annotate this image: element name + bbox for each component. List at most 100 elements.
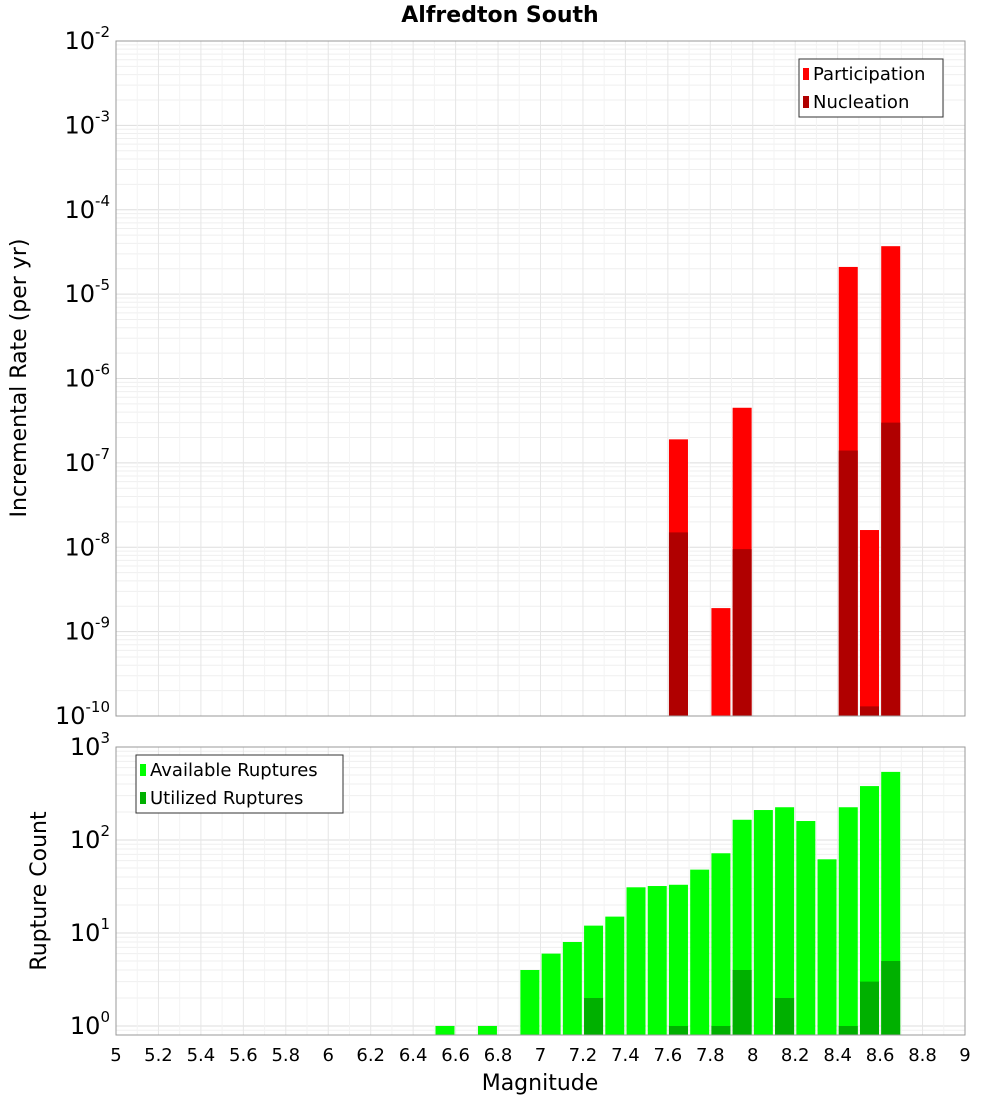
rate-bar-nucleation bbox=[881, 422, 901, 716]
count-legend-label: Available Ruptures bbox=[150, 760, 318, 781]
y-tick-base: 10 bbox=[64, 449, 95, 477]
rate-y-tick-label: 10-9 bbox=[64, 614, 110, 646]
count-bar-utilized-ruptures bbox=[584, 997, 604, 1035]
rate-legend-swatch bbox=[803, 68, 809, 80]
x-tick-label: 8.2 bbox=[781, 1045, 810, 1066]
count-legend-swatch bbox=[140, 764, 146, 776]
count-legend-swatch bbox=[140, 792, 146, 804]
y-tick-base: 10 bbox=[55, 702, 86, 730]
y-tick-exponent: -6 bbox=[95, 361, 110, 379]
count-bar-utilized-ruptures bbox=[732, 969, 752, 1035]
rate-bar-nucleation bbox=[838, 450, 858, 716]
count-bar-available-ruptures bbox=[775, 807, 795, 1035]
y-tick-base: 10 bbox=[64, 196, 95, 224]
bottom-y-axis-label: Rupture Count bbox=[27, 811, 52, 971]
count-bar-available-ruptures bbox=[562, 942, 582, 1035]
count-y-tick-label: 103 bbox=[70, 729, 110, 761]
top-y-axis-label: Incremental Rate (per yr) bbox=[7, 239, 32, 518]
y-tick-exponent: -5 bbox=[95, 276, 110, 294]
y-tick-exponent: 1 bbox=[100, 915, 110, 933]
y-tick-base: 10 bbox=[64, 533, 95, 561]
x-tick-label: 7.2 bbox=[569, 1045, 598, 1066]
chart-title: Alfredton South bbox=[401, 3, 598, 28]
x-tick-label: 9 bbox=[959, 1045, 970, 1066]
count-bar-available-ruptures bbox=[435, 1025, 455, 1035]
count-y-tick-label: 101 bbox=[70, 915, 110, 947]
y-tick-exponent: -7 bbox=[95, 445, 110, 463]
rate-y-tick-label: 10-6 bbox=[64, 361, 110, 393]
count-bar-utilized-ruptures bbox=[711, 1025, 731, 1035]
rate-bar-participation bbox=[711, 608, 731, 716]
x-axis-label: Magnitude bbox=[482, 1071, 599, 1096]
rate-y-tick-label: 10-7 bbox=[64, 445, 110, 477]
x-tick-label: 8 bbox=[747, 1045, 758, 1066]
x-tick-label: 6 bbox=[323, 1045, 334, 1066]
y-tick-base: 10 bbox=[64, 111, 95, 139]
count-bar-available-ruptures bbox=[838, 807, 858, 1035]
x-tick-label: 5.4 bbox=[187, 1045, 216, 1066]
rate-legend-label: Participation bbox=[813, 64, 925, 85]
y-tick-exponent: -8 bbox=[95, 529, 110, 547]
count-bar-utilized-ruptures bbox=[775, 997, 795, 1035]
count-bar-available-ruptures bbox=[520, 969, 540, 1035]
count-bar-available-ruptures bbox=[711, 853, 731, 1035]
x-tick-label: 6.8 bbox=[484, 1045, 513, 1066]
count-bar-utilized-ruptures bbox=[881, 960, 901, 1035]
count-y-tick-label: 100 bbox=[70, 1008, 110, 1040]
y-tick-base: 10 bbox=[70, 1012, 101, 1040]
count-legend-label: Utilized Ruptures bbox=[150, 788, 303, 809]
x-tick-label: 7.4 bbox=[611, 1045, 640, 1066]
rate-legend-label: Nucleation bbox=[813, 92, 909, 113]
y-tick-exponent: -9 bbox=[95, 614, 110, 632]
count-legend-box bbox=[135, 754, 344, 814]
y-tick-exponent: 3 bbox=[100, 729, 110, 747]
count-plot-frame bbox=[115, 746, 966, 1036]
y-tick-exponent: -10 bbox=[86, 698, 111, 716]
rate-y-tick-label: 10-4 bbox=[64, 192, 110, 224]
y-tick-base: 10 bbox=[64, 27, 95, 55]
count-legend: Available Ruptures Utilized Ruptures bbox=[135, 754, 344, 814]
x-tick-label: 5.2 bbox=[144, 1045, 173, 1066]
rate-bar-nucleation bbox=[859, 706, 879, 716]
rate-y-tick-label: 10-3 bbox=[64, 107, 110, 139]
count-y-tick-label: 102 bbox=[70, 822, 110, 854]
y-tick-base: 10 bbox=[64, 280, 95, 308]
count-bar-available-ruptures bbox=[626, 887, 646, 1035]
count-bar-available-ruptures bbox=[690, 869, 710, 1035]
count-bar-utilized-ruptures bbox=[838, 1025, 858, 1035]
count-bar-available-ruptures bbox=[668, 884, 688, 1035]
x-tick-label: 6.4 bbox=[399, 1045, 428, 1066]
rate-y-tick-label: 10-2 bbox=[64, 23, 110, 55]
x-tick-label: 7 bbox=[535, 1045, 546, 1066]
x-tick-label: 5.6 bbox=[229, 1045, 258, 1066]
rate-legend-swatch bbox=[803, 96, 809, 108]
rate-y-tick-label: 10-8 bbox=[64, 529, 110, 561]
x-tick-label: 7.8 bbox=[696, 1045, 725, 1066]
y-tick-exponent: 2 bbox=[100, 822, 110, 840]
y-tick-base: 10 bbox=[64, 618, 95, 646]
rate-legend: Participation Nucleation bbox=[798, 58, 944, 118]
rate-bar-nucleation bbox=[668, 532, 688, 716]
count-bar-available-ruptures bbox=[859, 786, 879, 1035]
count-bar-utilized-ruptures bbox=[668, 1025, 688, 1035]
x-tick-label: 5 bbox=[110, 1045, 121, 1066]
count-bar-available-ruptures bbox=[817, 859, 837, 1035]
y-tick-exponent: 0 bbox=[100, 1008, 110, 1026]
rate-y-tick-label: 10-10 bbox=[55, 698, 110, 730]
count-bar-available-ruptures bbox=[647, 886, 667, 1035]
y-tick-base: 10 bbox=[64, 365, 95, 393]
count-bar-available-ruptures bbox=[796, 821, 816, 1035]
rate-panel: 10-1010-910-810-710-610-510-410-310-2Par… bbox=[55, 23, 966, 730]
rate-y-tick-label: 10-5 bbox=[64, 276, 110, 308]
rate-plot-frame bbox=[115, 40, 966, 717]
y-tick-exponent: -2 bbox=[95, 23, 110, 41]
y-tick-exponent: -4 bbox=[95, 192, 110, 210]
y-tick-base: 10 bbox=[70, 826, 101, 854]
rate-bar-participation bbox=[859, 530, 879, 716]
x-tick-label: 5.8 bbox=[271, 1045, 300, 1066]
count-bar-available-ruptures bbox=[477, 1025, 497, 1035]
count-bar-available-ruptures bbox=[605, 916, 625, 1035]
x-tick-label: 8.8 bbox=[908, 1045, 937, 1066]
count-bar-utilized-ruptures bbox=[859, 981, 879, 1035]
